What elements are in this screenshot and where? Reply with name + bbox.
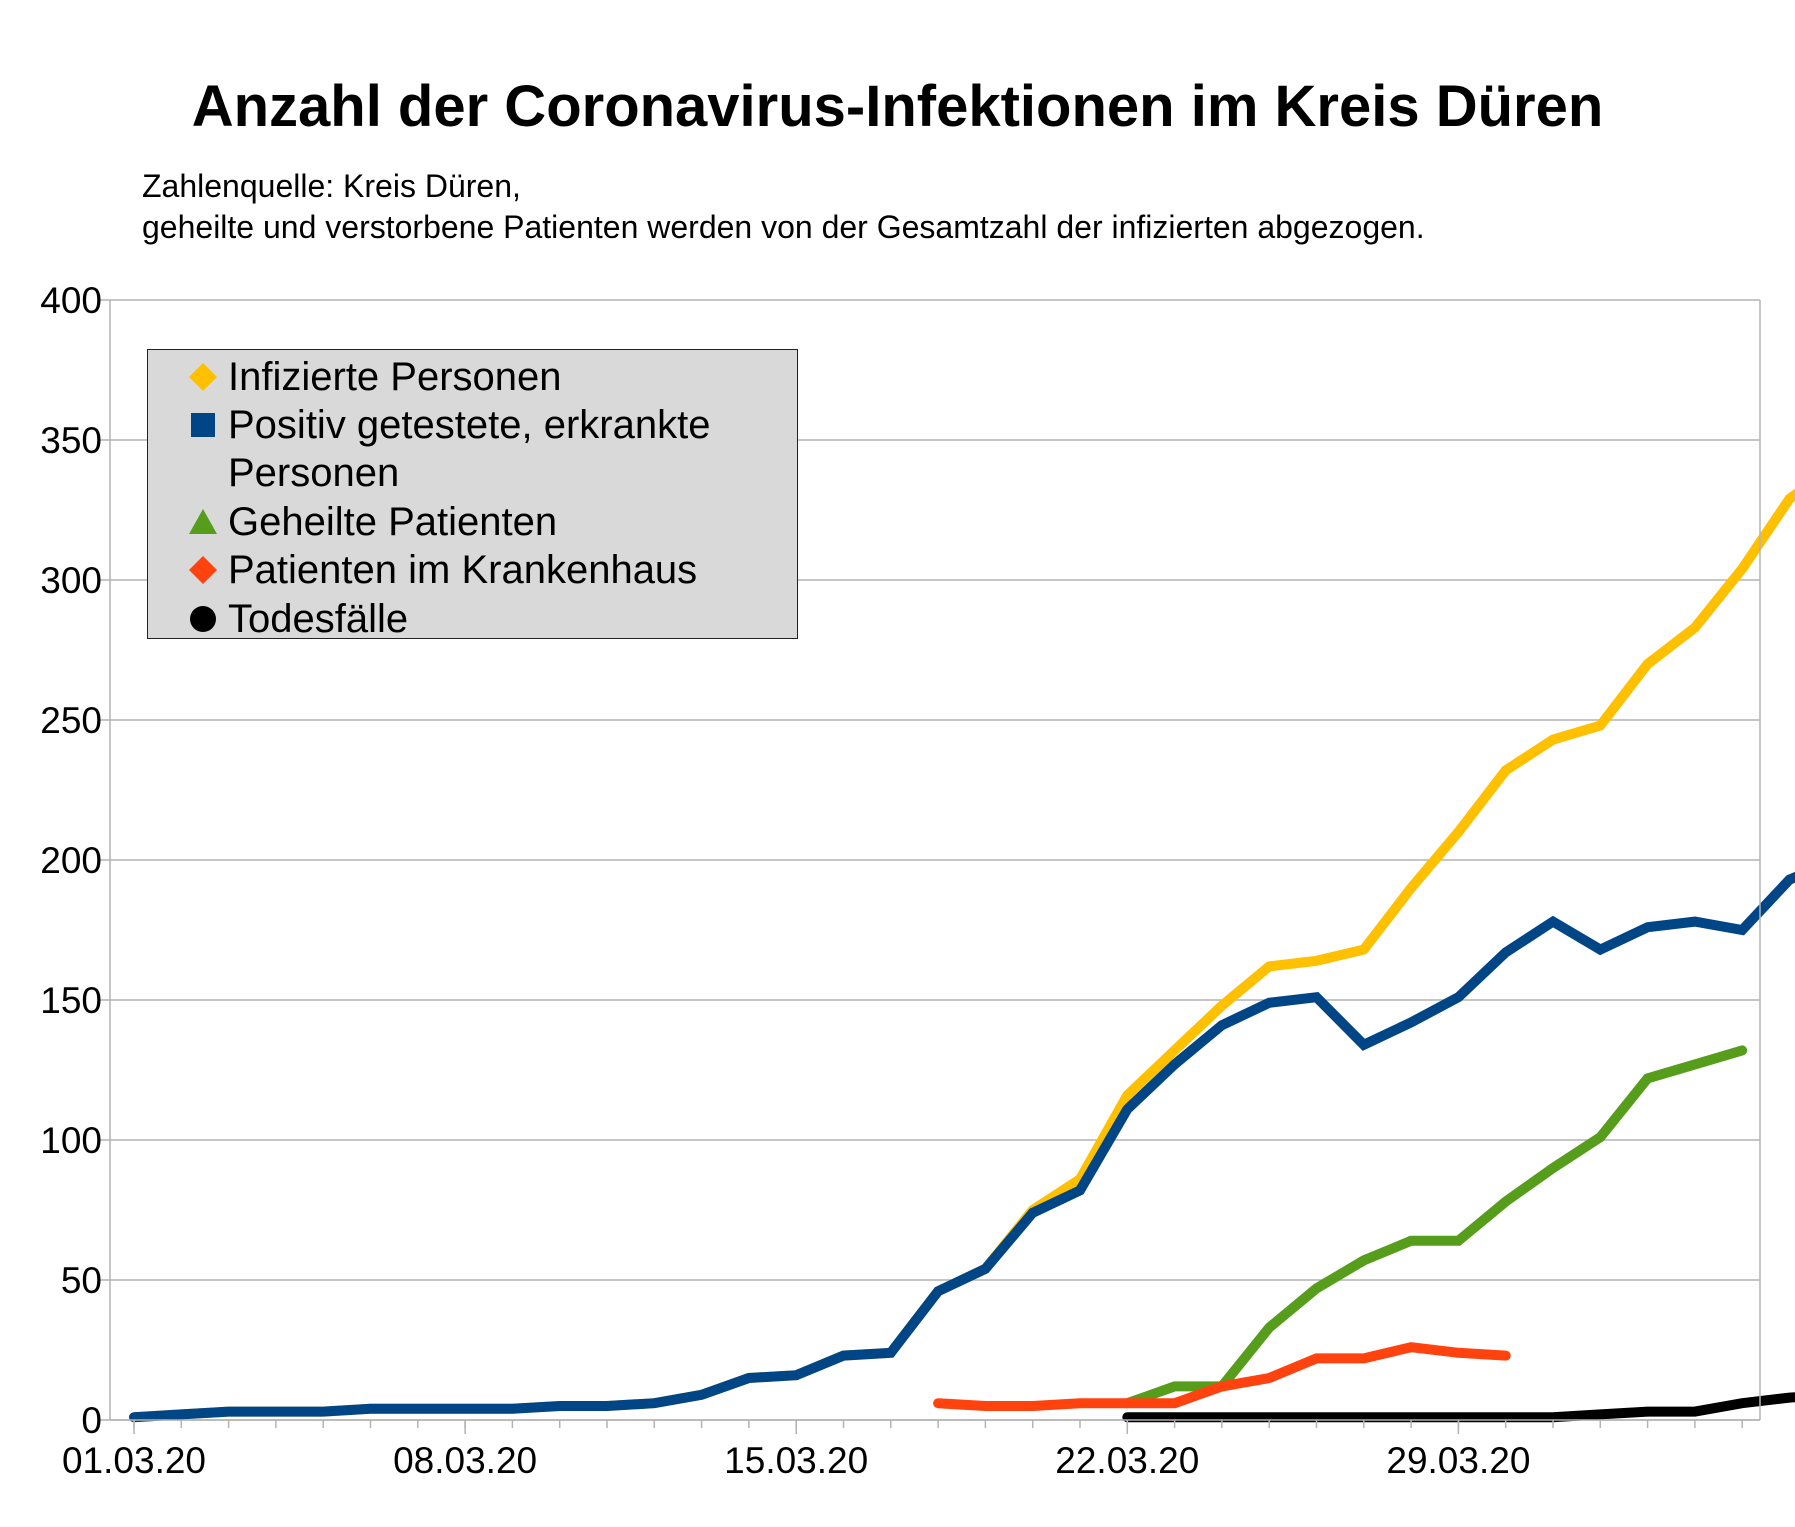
y-tick-label-200: 200 (40, 840, 102, 881)
chart-subtitle-line-1: Zahlenquelle: Kreis Düren, (142, 168, 521, 204)
y-tick-label-350: 350 (40, 420, 102, 461)
y-tick-label-150: 150 (40, 980, 102, 1021)
chart-subtitle-line-2: geheilte und verstorbene Patienten werde… (142, 209, 1425, 245)
legend-marker-infizierte-personen (189, 363, 217, 391)
legend-marker-todesfaelle (190, 606, 216, 632)
chart-title: Anzahl der Coronavirus-Infektionen im Kr… (191, 74, 1604, 139)
y-tick-label-400: 400 (40, 280, 102, 321)
series-line-1 (129, 871, 1795, 1423)
legend-marker-patienten-im-krankenhaus (189, 556, 217, 584)
x-tick-label-2: 15.03.20 (724, 1440, 868, 1481)
series-line-4 (1122, 1392, 1795, 1423)
legend-label-patienten-im-krankenhaus: Patienten im Krankenhaus (228, 548, 698, 592)
legend-label-positiv-getestete: Positiv getestete, erkrankte Personen (228, 403, 711, 495)
y-tick-label-250: 250 (40, 700, 102, 741)
x-tick-label-4: 29.03.20 (1386, 1440, 1530, 1481)
legend-label-infizierte-personen: Infizierte Personen (228, 355, 562, 399)
x-tick-label-0: 01.03.20 (62, 1440, 206, 1481)
legend-label-todesfaelle: Todesfälle (228, 597, 409, 641)
y-tick-label-300: 300 (40, 560, 102, 601)
legend-marker-positiv-getestete (191, 413, 215, 437)
y-tick-label-0: 0 (81, 1400, 102, 1441)
chart-legend: Infizierte Personen Positiv getestete, e… (147, 349, 798, 641)
x-tick-label-1: 08.03.20 (393, 1440, 537, 1481)
y-tick-label-100: 100 (40, 1120, 102, 1161)
legend-label-geheilte-patienten: Geheilte Patienten (228, 500, 558, 544)
series-line-3 (933, 1342, 1511, 1411)
y-tick-label-50: 50 (61, 1260, 102, 1301)
series-line-2 (1122, 1045, 1748, 1409)
x-tick-label-3: 22.03.20 (1055, 1440, 1199, 1481)
legend-marker-geheilte-patienten (189, 509, 217, 534)
